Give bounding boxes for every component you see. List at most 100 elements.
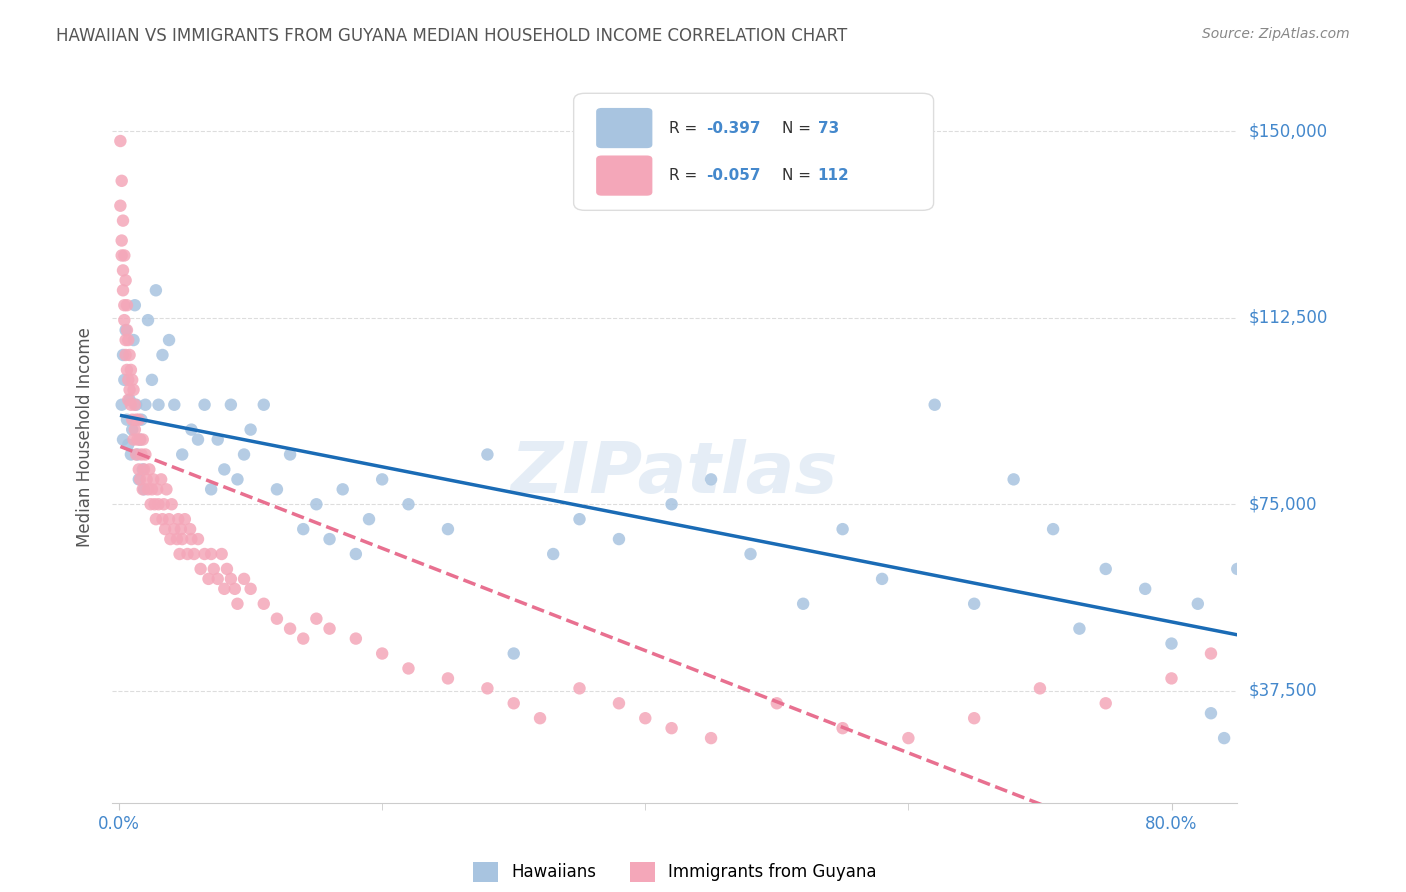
- Immigrants from Guyana: [124, 423, 146, 437]
- Hawaiians: [239, 423, 262, 437]
- Immigrants from Guyana: [897, 731, 920, 745]
- Text: $37,500: $37,500: [1249, 681, 1317, 700]
- Immigrants from Guyana: [1094, 696, 1116, 710]
- Immigrants from Guyana: [169, 547, 191, 561]
- Hawaiians: [114, 323, 136, 337]
- Immigrants from Guyana: [112, 248, 135, 262]
- Hawaiians: [163, 398, 186, 412]
- Hawaiians: [1199, 706, 1222, 721]
- Immigrants from Guyana: [166, 532, 188, 546]
- Hawaiians: [121, 423, 143, 437]
- Immigrants from Guyana: [125, 448, 148, 462]
- Immigrants from Guyana: [111, 263, 134, 277]
- Hawaiians: [963, 597, 986, 611]
- Immigrants from Guyana: [159, 532, 181, 546]
- Immigrants from Guyana: [766, 696, 789, 710]
- Hawaiians: [924, 398, 946, 412]
- Immigrants from Guyana: [111, 213, 134, 227]
- Immigrants from Guyana: [318, 622, 340, 636]
- Immigrants from Guyana: [190, 562, 212, 576]
- Hawaiians: [1042, 522, 1064, 536]
- Immigrants from Guyana: [120, 398, 142, 412]
- Immigrants from Guyana: [145, 512, 167, 526]
- Hawaiians: [214, 462, 236, 476]
- Text: Source: ZipAtlas.com: Source: ZipAtlas.com: [1202, 27, 1350, 41]
- Immigrants from Guyana: [111, 248, 134, 262]
- Hawaiians: [233, 448, 256, 462]
- Immigrants from Guyana: [477, 681, 499, 696]
- Hawaiians: [136, 313, 159, 327]
- Immigrants from Guyana: [118, 348, 141, 362]
- Hawaiians: [502, 647, 524, 661]
- Hawaiians: [318, 532, 340, 546]
- Hawaiians: [132, 483, 155, 497]
- Immigrants from Guyana: [207, 572, 229, 586]
- Immigrants from Guyana: [111, 283, 134, 297]
- Immigrants from Guyana: [110, 134, 132, 148]
- Hawaiians: [1002, 472, 1025, 486]
- Text: 73: 73: [818, 121, 839, 136]
- Text: R =: R =: [669, 169, 703, 184]
- Immigrants from Guyana: [437, 672, 460, 686]
- Immigrants from Guyana: [114, 333, 136, 347]
- Hawaiians: [120, 448, 142, 462]
- Hawaiians: [740, 547, 762, 561]
- Text: 112: 112: [818, 169, 849, 184]
- Immigrants from Guyana: [202, 562, 225, 576]
- Hawaiians: [112, 373, 135, 387]
- Hawaiians: [700, 472, 723, 486]
- Legend: Hawaiians, Immigrants from Guyana: Hawaiians, Immigrants from Guyana: [467, 855, 883, 888]
- Immigrants from Guyana: [115, 363, 138, 377]
- Immigrants from Guyana: [132, 462, 155, 476]
- Immigrants from Guyana: [211, 547, 233, 561]
- Hawaiians: [477, 448, 499, 462]
- Immigrants from Guyana: [398, 661, 420, 675]
- Hawaiians: [1226, 562, 1249, 576]
- Hawaiians: [1187, 597, 1209, 611]
- Immigrants from Guyana: [122, 433, 145, 447]
- Hawaiians: [145, 283, 167, 297]
- Hawaiians: [344, 547, 367, 561]
- Immigrants from Guyana: [219, 572, 242, 586]
- Immigrants from Guyana: [128, 462, 150, 476]
- Immigrants from Guyana: [305, 612, 328, 626]
- Hawaiians: [115, 412, 138, 426]
- Immigrants from Guyana: [112, 298, 135, 312]
- Immigrants from Guyana: [129, 433, 152, 447]
- Immigrants from Guyana: [110, 199, 132, 213]
- Immigrants from Guyana: [135, 472, 157, 486]
- Immigrants from Guyana: [197, 572, 219, 586]
- Hawaiians: [219, 398, 242, 412]
- Immigrants from Guyana: [183, 547, 205, 561]
- Immigrants from Guyana: [122, 383, 145, 397]
- Immigrants from Guyana: [114, 273, 136, 287]
- Hawaiians: [607, 532, 630, 546]
- Hawaiians: [792, 597, 814, 611]
- Immigrants from Guyana: [634, 711, 657, 725]
- Y-axis label: Median Household Income: Median Household Income: [76, 327, 94, 547]
- Hawaiians: [568, 512, 591, 526]
- Immigrants from Guyana: [155, 483, 177, 497]
- Hawaiians: [111, 348, 134, 362]
- Hawaiians: [117, 437, 139, 451]
- FancyBboxPatch shape: [596, 108, 652, 148]
- Hawaiians: [661, 497, 683, 511]
- Immigrants from Guyana: [179, 522, 201, 536]
- Hawaiians: [148, 398, 170, 412]
- Immigrants from Guyana: [173, 512, 195, 526]
- Text: N =: N =: [782, 121, 815, 136]
- Immigrants from Guyana: [127, 433, 149, 447]
- Immigrants from Guyana: [172, 532, 194, 546]
- Hawaiians: [357, 512, 380, 526]
- Immigrants from Guyana: [1199, 647, 1222, 661]
- Immigrants from Guyana: [150, 472, 173, 486]
- Hawaiians: [141, 373, 163, 387]
- Immigrants from Guyana: [529, 711, 551, 725]
- Immigrants from Guyana: [1029, 681, 1052, 696]
- Hawaiians: [541, 547, 564, 561]
- Immigrants from Guyana: [266, 612, 288, 626]
- Immigrants from Guyana: [111, 174, 134, 188]
- Immigrants from Guyana: [344, 632, 367, 646]
- Immigrants from Guyana: [136, 483, 159, 497]
- Immigrants from Guyana: [153, 522, 176, 536]
